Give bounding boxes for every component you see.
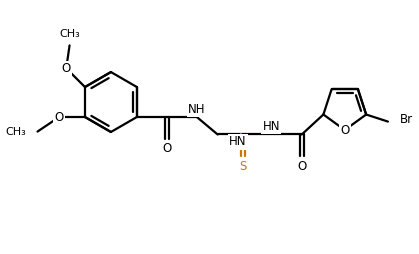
- Text: NH: NH: [188, 103, 206, 116]
- Text: O: O: [61, 62, 70, 75]
- Text: O: O: [162, 142, 171, 155]
- Text: HN: HN: [229, 135, 247, 149]
- Text: S: S: [239, 160, 246, 173]
- Text: Br: Br: [400, 114, 413, 126]
- Text: HN: HN: [263, 120, 280, 133]
- Text: O: O: [54, 110, 63, 123]
- Text: CH₃: CH₃: [5, 128, 26, 137]
- Text: O: O: [340, 123, 349, 137]
- Text: CH₃: CH₃: [59, 29, 80, 39]
- Text: O: O: [297, 160, 306, 173]
